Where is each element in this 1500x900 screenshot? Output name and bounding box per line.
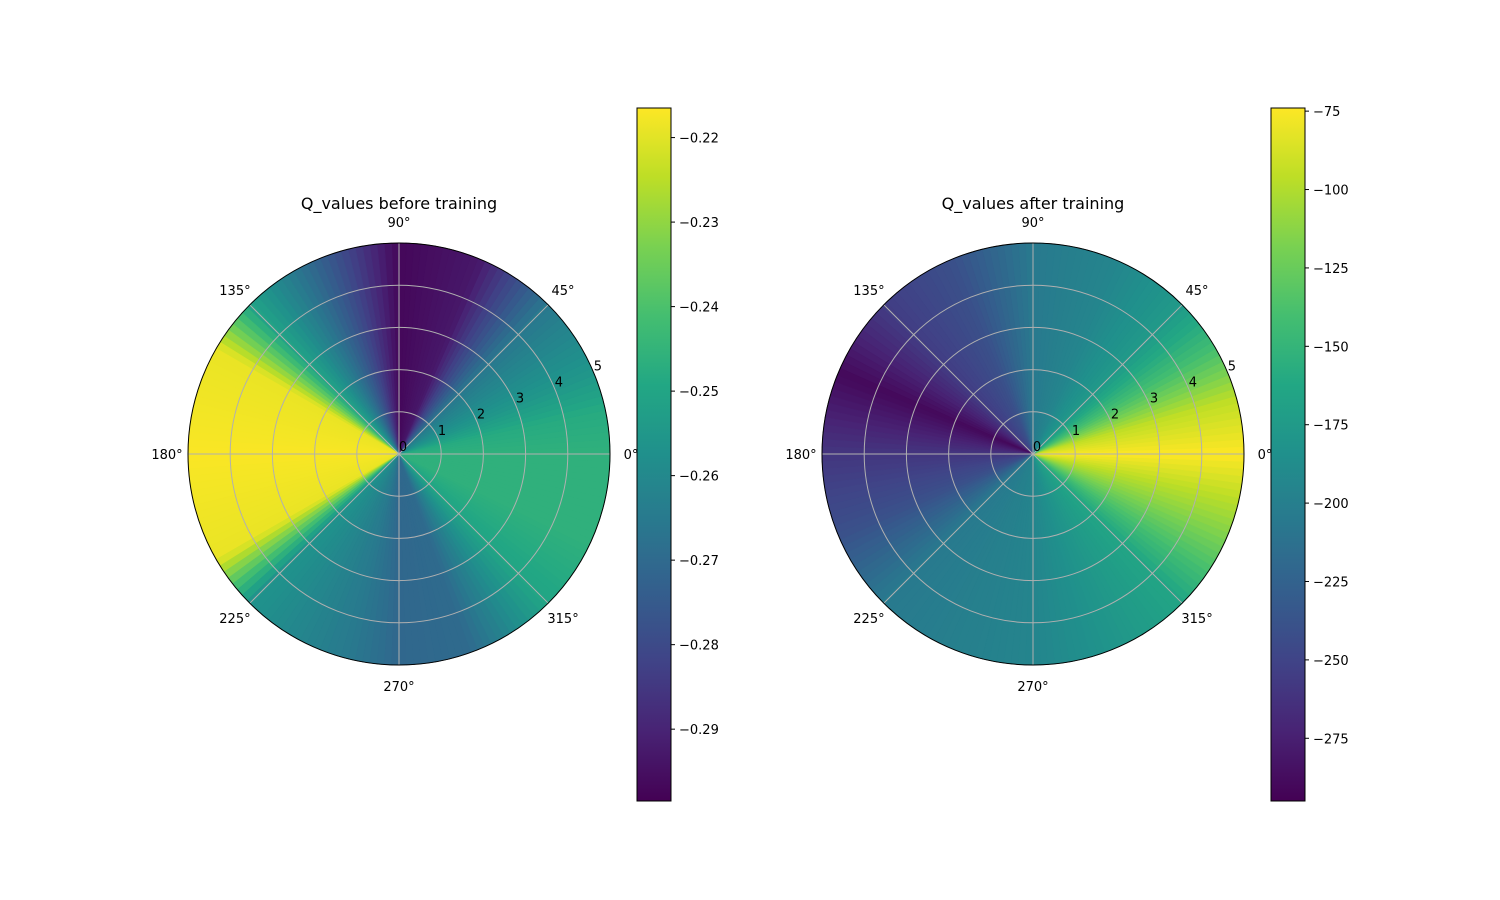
colorbar-tick-label: −250: [1313, 654, 1349, 669]
polar-frame: [187, 242, 611, 666]
theta-tick-labels: 0° 45° 90° 135° 180° 225° 270° 315°: [785, 216, 1272, 695]
plot-title: Q_values before training: [301, 194, 497, 214]
colorbar-tick-label: −0.25: [679, 385, 719, 400]
colorbar-tick-label: −150: [1313, 340, 1349, 355]
colorbar-tick-label: −0.24: [679, 301, 719, 316]
colorbar-tick-label: −0.28: [679, 639, 719, 654]
colorbar-tick-label: −275: [1313, 732, 1349, 747]
colorbar-tick-label: −0.26: [679, 470, 719, 485]
theta-tick-label: 45°: [552, 284, 575, 299]
theta-grid-line: [883, 453, 1034, 604]
theta-tick-label: 180°: [785, 448, 816, 463]
theta-grid-line: [249, 453, 400, 604]
theta-tick-label: 90°: [387, 216, 410, 231]
r-tick-label: 3: [1150, 392, 1158, 407]
r-tick-label: 0: [1033, 440, 1041, 455]
theta-grid-line: [883, 304, 1034, 455]
colorbar-tick-label: −175: [1313, 419, 1349, 434]
colorbar-tick-label: −0.22: [679, 132, 719, 147]
polar-frame: [821, 242, 1245, 666]
colorbar-gradient: [636, 107, 672, 802]
colorbar-tick-label: −75: [1313, 105, 1340, 120]
r-tick-label: 3: [516, 392, 524, 407]
polar-plot-after: Q_values after training 0° 45° 90° 135° 180°…: [785, 105, 1349, 802]
colorbar-tick-label: −200: [1313, 497, 1349, 512]
r-tick-labels: 0 1 2 3 4 5: [1033, 359, 1236, 455]
r-tick-label: 1: [438, 424, 446, 439]
theta-tick-label: 0°: [1258, 448, 1273, 463]
r-tick-label: 5: [1228, 359, 1236, 374]
colorbar-gradient: [1270, 107, 1306, 802]
colorbar-tick-label: −100: [1313, 184, 1349, 199]
theta-tick-label: 45°: [1186, 284, 1209, 299]
theta-grid-line: [398, 453, 549, 604]
polar-grid: [821, 242, 1245, 666]
colorbar-tick-label: −225: [1313, 575, 1349, 590]
polar-grid: [187, 242, 611, 666]
polar-plot-before: Q_values before training 0° 45° 90° 135° 180…: [151, 107, 719, 802]
theta-tick-label: 225°: [219, 612, 250, 627]
theta-tick-labels: 0° 45° 90° 135° 180° 225° 270° 315°: [151, 216, 638, 695]
r-tick-label: 2: [477, 408, 485, 423]
r-tick-label: 2: [1111, 408, 1119, 423]
r-tick-label: 4: [1189, 375, 1197, 390]
colorbar-tick-label: −0.27: [679, 554, 719, 569]
theta-grid-line: [249, 304, 400, 455]
r-tick-label: 1: [1072, 424, 1080, 439]
r-tick-labels: 0 1 2 3 4 5: [399, 359, 602, 455]
theta-tick-label: 315°: [1181, 612, 1212, 627]
colorbar-tick-label: −125: [1313, 262, 1349, 277]
r-tick-label: 4: [555, 375, 563, 390]
colorbar: −0.22 −0.23 −0.24 −0.25 −0.26 −0.27 −0.28 −0.29: [636, 107, 719, 802]
theta-tick-label: 90°: [1021, 216, 1044, 231]
colorbar-tick-label: −0.23: [679, 216, 719, 231]
colorbar-tick-label: −0.29: [679, 723, 719, 738]
r-tick-label: 0: [399, 440, 407, 455]
plot-title: Q_values after training: [942, 194, 1125, 214]
theta-tick-label: 270°: [1017, 680, 1048, 695]
theta-tick-label: 135°: [853, 284, 884, 299]
theta-tick-label: 225°: [853, 612, 884, 627]
theta-tick-label: 270°: [383, 680, 414, 695]
colorbar: −75 −100 −125 −150 −175 −200 −225 −250 −275: [1270, 105, 1349, 802]
theta-tick-label: 180°: [151, 448, 182, 463]
theta-tick-label: 0°: [624, 448, 639, 463]
theta-grid-line: [1032, 453, 1183, 604]
theta-grid-line: [398, 304, 549, 455]
theta-tick-label: 315°: [547, 612, 578, 627]
theta-grid-line: [1032, 304, 1183, 455]
heatmap-wedges: [187, 242, 611, 666]
theta-tick-label: 135°: [219, 284, 250, 299]
r-tick-label: 5: [594, 359, 602, 374]
